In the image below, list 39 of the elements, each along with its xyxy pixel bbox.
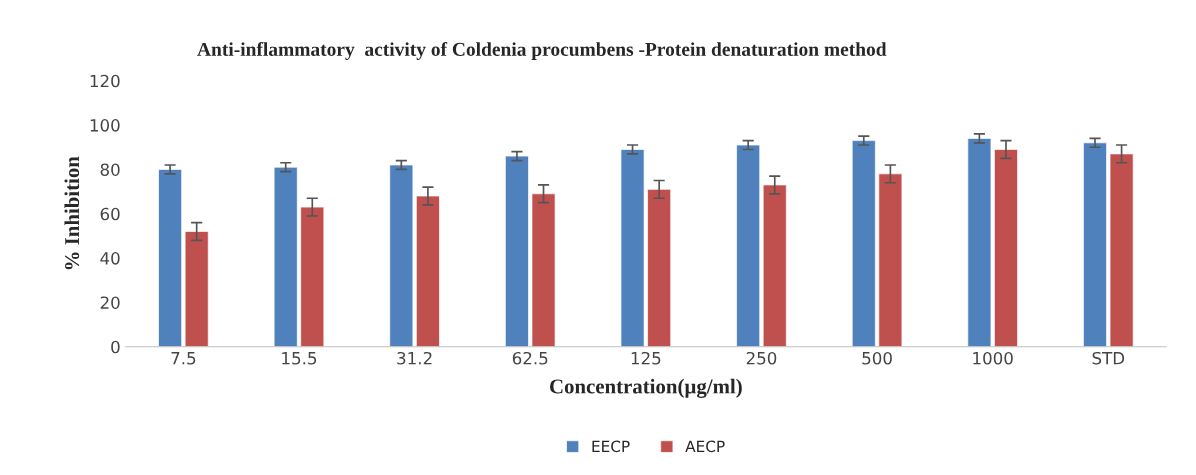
bar: [736, 144, 761, 347]
bar: [416, 195, 440, 347]
bar: [762, 184, 787, 347]
bar: [158, 169, 182, 347]
bar: [620, 149, 645, 347]
y-tick-label: 60: [100, 207, 120, 221]
bar: [647, 189, 672, 347]
bar: [851, 140, 876, 347]
y-tick-label: 80: [100, 163, 120, 176]
x-axis-title: Concentration(µg/ml): [550, 378, 742, 398]
legend-label: AECP: [685, 440, 725, 453]
bar: [878, 173, 903, 347]
x-tick-label: 31.2: [397, 351, 432, 365]
x-tick-label: 7.5: [171, 352, 196, 365]
bar: [1083, 142, 1107, 347]
bar: [967, 138, 992, 347]
bar: [300, 206, 325, 347]
y-tick-label: 100: [90, 119, 120, 132]
bar: [505, 155, 529, 347]
x-tick-label: 500: [862, 351, 892, 365]
y-axis-title: % Inhibition: [64, 156, 80, 270]
y-tick-label: 120: [90, 74, 120, 88]
bar: [531, 193, 556, 347]
chart-title: Anti-inflammatory activity of Coldenia procumbens -Protein denaturation method: [197, 42, 887, 60]
bar: [994, 149, 1018, 347]
x-tick-label: STD: [1092, 351, 1125, 365]
bar: [389, 164, 414, 347]
bar: [184, 231, 209, 347]
bar: [1109, 153, 1134, 347]
legend-label: EECP: [592, 440, 630, 453]
y-tick-label: 20: [100, 296, 120, 309]
x-tick-label: 125: [631, 351, 661, 365]
y-tick-label: 40: [100, 252, 120, 265]
x-tick-label: 1000: [973, 351, 1013, 365]
bar: [273, 166, 298, 347]
x-tick-label: 15.5: [282, 352, 317, 365]
x-tick-label: 250: [746, 351, 777, 365]
x-tick-label: 62.5: [512, 351, 548, 365]
y-tick-label: 0: [111, 340, 120, 354]
